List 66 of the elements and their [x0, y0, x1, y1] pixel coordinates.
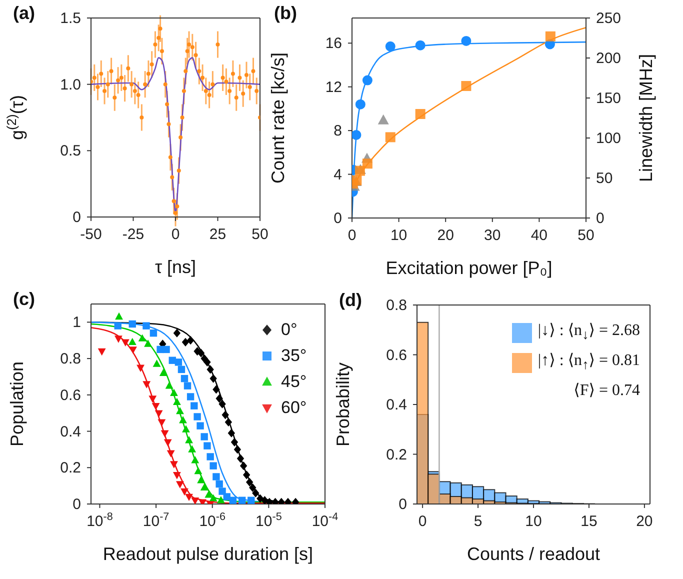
y-tick-label: 0.8: [386, 297, 407, 314]
y-axis-title: Count rate [kc/s]: [268, 52, 288, 184]
x-tick-label: 10: [390, 227, 408, 244]
x-tick-label: 30: [484, 227, 501, 244]
x-tick-label: 0: [418, 513, 427, 530]
y-axis-title: Population: [7, 361, 27, 447]
y-axis-title: Probability: [333, 362, 353, 447]
x-tick-label: 0: [171, 226, 180, 243]
y-tick-label: 0.4: [60, 423, 81, 440]
chart-title: (c): [13, 289, 35, 310]
legend-label: 0°: [281, 319, 298, 341]
legend-label: 60°: [281, 397, 308, 419]
x-axis-title: Excitation power [P₀]: [386, 258, 552, 278]
chart-title: (d): [339, 290, 362, 311]
x-tick-label: 25: [209, 226, 226, 243]
x-tick-label: 50: [578, 227, 594, 244]
y-tick-label: 1.5: [60, 10, 81, 27]
y-tick-label: 0: [72, 496, 81, 513]
legend-label: 45°: [281, 371, 308, 393]
y-tick-label: 0.2: [60, 460, 81, 477]
y-tick-label: 0.4: [386, 396, 407, 414]
y-tick-label: 4: [334, 166, 342, 184]
x-tick-label: -25: [122, 226, 144, 243]
annotation: ⟨F⟩ = 0.74: [572, 381, 640, 402]
x-axis-title: Counts / readout: [466, 544, 600, 564]
x-tick-label: 20: [636, 513, 653, 530]
y-tick-label: 0.5: [60, 142, 81, 160]
y-tick-label: 1.0: [60, 76, 81, 94]
x-tick-label: 10$^{-4}$: [312, 511, 338, 530]
x-tick-label: 0: [348, 227, 356, 244]
y-tick-label: 0: [334, 210, 342, 227]
y-tick-label: 1: [72, 314, 81, 332]
x-tick-label: 10$^{-6}$: [199, 511, 226, 530]
x-tick-label: 10$^{-7}$: [142, 511, 170, 530]
x-tick-label: 10$^{-5}$: [256, 511, 282, 530]
x-tick-label: 10$^{-8}$: [86, 511, 113, 530]
y-tick-label: 0: [398, 496, 407, 513]
y-tick-label: 8: [334, 122, 342, 140]
x-tick-label: -50: [80, 226, 102, 243]
legend-label: 35°: [281, 345, 308, 367]
y-tick-label: 12: [325, 78, 342, 96]
x-axis-title: τ [ns]: [154, 257, 196, 277]
y2-tick-label: 100: [596, 130, 622, 147]
y-tick-label: 0.2: [386, 446, 407, 464]
legend-label: |↑⟩ : ⟨n$_{↑}$⟩ = 0.81: [538, 351, 640, 374]
x-tick-label: 50: [252, 226, 268, 243]
y-tick-label: 0.8: [60, 350, 81, 368]
y2-tick-label: 0: [596, 210, 604, 227]
x-tick-label: 15: [580, 513, 598, 530]
x-tick-label: 40: [530, 227, 548, 244]
y-tick-label: 0.6: [60, 386, 81, 404]
x-tick-label: 20: [437, 227, 454, 244]
x-tick-label: 5: [474, 513, 482, 530]
y-tick-label: 0.6: [386, 346, 407, 364]
chart-title: (b): [274, 3, 297, 24]
y2-tick-label: 200: [596, 50, 622, 67]
chart-title: (a): [13, 3, 35, 24]
x-tick-label: 10: [525, 513, 542, 530]
legend-label: |↓⟩ : ⟨n$_{↓}$⟩ = 2.68: [538, 321, 640, 344]
y2-tick-label: 250: [596, 10, 622, 27]
x-axis-title: Readout pulse duration [s]: [102, 544, 314, 564]
y2-axis-title: Linewidth [MHz]: [636, 54, 656, 182]
y-tick-label: 16: [325, 35, 342, 52]
y-tick-label: 0: [72, 209, 81, 226]
y2-tick-label: 150: [596, 90, 622, 107]
y2-tick-label: 50: [596, 170, 613, 187]
